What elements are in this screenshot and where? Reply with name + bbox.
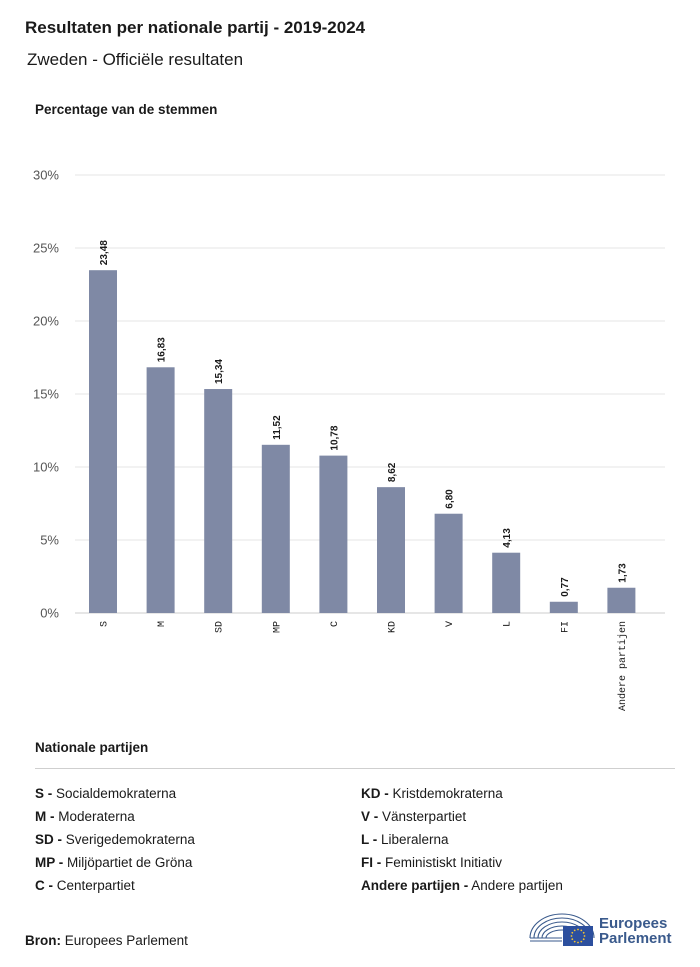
bar-chart: 0% 5% 10% 15% 20% 25% 30% 23,48 S 16,83 M 15,34 SD 11… — [33, 168, 665, 711]
bar — [607, 587, 636, 613]
x-tick-label: FI — [560, 621, 571, 633]
legend-name: Miljöpartiet de Gröna — [67, 855, 193, 870]
data-label: 11,52 — [272, 415, 283, 440]
logo-line-2: Parlement — [599, 930, 672, 947]
legend-code: S - — [35, 786, 53, 801]
legend-code: Andere partijen - — [361, 878, 469, 893]
legend-item: KD - Kristdemokraterna — [361, 786, 563, 809]
legend-name: Kristdemokraterna — [392, 786, 503, 801]
y-axis-label: Percentage van de stemmen — [35, 102, 218, 117]
data-label: 4,13 — [502, 528, 513, 548]
x-tick-label: SD — [215, 621, 226, 633]
x-tick-label: L — [503, 621, 514, 627]
bar — [319, 455, 348, 613]
bar — [492, 552, 521, 613]
x-tick-label: KD — [388, 621, 399, 633]
y-tick-label: 0% — [40, 606, 59, 621]
bar — [377, 487, 405, 613]
legend-code: V - — [361, 809, 379, 824]
legend-item: M - Moderaterna — [35, 809, 195, 832]
legend-item: C - Centerpartiet — [35, 878, 195, 901]
x-tick-label: Andere partijen — [617, 621, 629, 711]
parliament-hemicycle-icon — [529, 913, 595, 946]
legend-item: V - Vänsterpartiet — [361, 809, 563, 832]
legend-title: Nationale partijen — [35, 740, 149, 755]
legend-code: MP - — [35, 855, 64, 870]
legend-code: SD - — [35, 832, 62, 847]
bar — [146, 367, 175, 613]
legend-divider — [35, 768, 675, 769]
data-label: 0,77 — [560, 577, 571, 597]
data-label: 1,73 — [617, 563, 628, 583]
legend-code: C - — [35, 878, 53, 893]
legend-item: L - Liberalerna — [361, 832, 563, 855]
y-tick-label: 5% — [40, 533, 59, 548]
bar — [204, 389, 233, 613]
chart-title: Resultaten per nationale partij - 2019-2… — [25, 18, 366, 37]
x-tick-label: MP — [272, 621, 283, 633]
bar — [89, 270, 117, 613]
y-tick-label: 10% — [33, 460, 59, 475]
y-tick-label: 15% — [33, 387, 59, 402]
legend-item: FI - Feministiskt Initiativ — [361, 855, 563, 878]
data-label: 8,62 — [387, 462, 398, 482]
legend-column-right: KD - Kristdemokraterna V - Vänsterpartie… — [361, 786, 563, 901]
bar — [434, 513, 463, 613]
legend-name: Feministiskt Initiativ — [385, 855, 503, 870]
x-tick-label: S — [100, 621, 111, 627]
y-tick-label: 30% — [33, 168, 59, 183]
source-value: Europees Parlement — [64, 933, 188, 948]
legend-name: Vänsterpartiet — [382, 809, 467, 824]
x-tick-label: M — [157, 621, 168, 627]
legend-code: KD - — [361, 786, 389, 801]
legend-name: Andere partijen — [471, 878, 563, 893]
legend-code: L - — [361, 832, 378, 847]
legend-name: Centerpartiet — [56, 878, 135, 893]
y-tick-label: 20% — [33, 314, 59, 329]
legend-column-left: S - Socialdemokraterna M - Moderaterna S… — [35, 786, 195, 901]
legend-item: MP - Miljöpartiet de Gröna — [35, 855, 195, 878]
bar — [261, 444, 290, 613]
legend-name: Socialdemokraterna — [56, 786, 177, 801]
x-tick-label: V — [445, 621, 456, 627]
data-label: 23,48 — [99, 240, 110, 265]
chart-subtitle: Zweden - Officiële resultaten — [27, 50, 244, 69]
x-tick-label: C — [330, 621, 341, 627]
legend-code: FI - — [361, 855, 382, 870]
bar — [549, 601, 578, 613]
data-label: 16,83 — [157, 337, 168, 362]
legend-name: Sverigedemokraterna — [65, 832, 195, 847]
y-tick-label: 25% — [33, 241, 59, 256]
legend-name: Liberalerna — [381, 832, 449, 847]
legend-item: S - Socialdemokraterna — [35, 786, 195, 809]
legend-code: M - — [35, 809, 55, 824]
source-label: Bron: — [25, 933, 61, 948]
legend-item: SD - Sverigedemokraterna — [35, 832, 195, 855]
data-label: 10,78 — [329, 425, 340, 450]
logo-line-1: Europees — [599, 915, 668, 932]
legend-name: Moderaterna — [58, 809, 135, 824]
logo-text: Europees Parlement — [599, 916, 672, 946]
europees-parlement-logo: Europees Parlement — [528, 910, 678, 950]
data-label: 15,34 — [214, 359, 225, 384]
data-label: 6,80 — [445, 489, 456, 509]
legend-item: Andere partijen - Andere partijen — [361, 878, 563, 901]
source-note: Bron: Europees Parlement — [25, 933, 188, 948]
